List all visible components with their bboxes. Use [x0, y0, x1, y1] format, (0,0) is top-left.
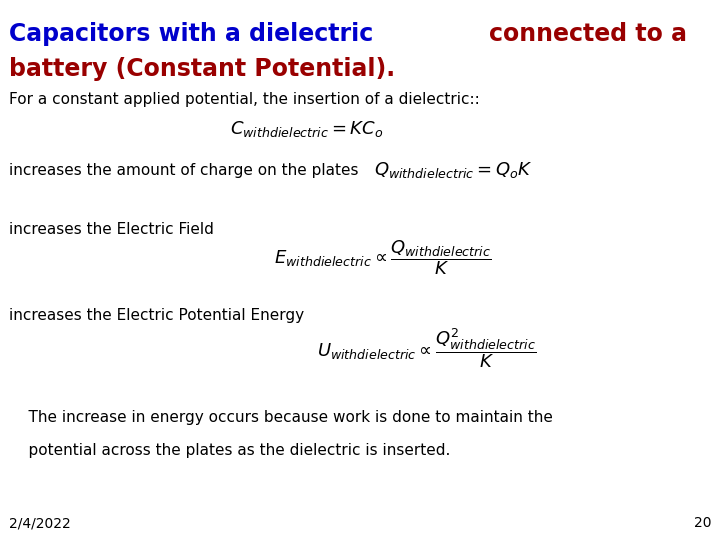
Text: increases the amount of charge on the plates: increases the amount of charge on the pl… [9, 163, 358, 178]
Text: $C_{withdielectric} = KC_{o}$: $C_{withdielectric} = KC_{o}$ [230, 119, 384, 139]
Text: Capacitors with a dielectric: Capacitors with a dielectric [9, 22, 381, 45]
Text: $Q_{withdielectric} = Q_{o}K$: $Q_{withdielectric} = Q_{o}K$ [374, 160, 534, 180]
Text: increases the Electric Field: increases the Electric Field [9, 222, 214, 237]
Text: 2/4/2022: 2/4/2022 [9, 516, 71, 530]
Text: 20: 20 [694, 516, 711, 530]
Text: battery (Constant Potential).: battery (Constant Potential). [9, 57, 395, 80]
Text: $E_{withdielectric} \propto \dfrac{Q_{withdielectric}}{K}$: $E_{withdielectric} \propto \dfrac{Q_{wi… [274, 239, 492, 278]
Text: $U_{withdielectric} \propto \dfrac{Q_{withdielectric}^{2}}{K}$: $U_{withdielectric} \propto \dfrac{Q_{wi… [317, 327, 536, 370]
Text: potential across the plates as the dielectric is inserted.: potential across the plates as the diele… [9, 443, 450, 458]
Text: For a constant applied potential, the insertion of a dielectric::: For a constant applied potential, the in… [9, 92, 480, 107]
Text: increases the Electric Potential Energy: increases the Electric Potential Energy [9, 308, 304, 323]
Text: connected to a: connected to a [490, 22, 688, 45]
Text: The increase in energy occurs because work is done to maintain the: The increase in energy occurs because wo… [9, 410, 552, 426]
